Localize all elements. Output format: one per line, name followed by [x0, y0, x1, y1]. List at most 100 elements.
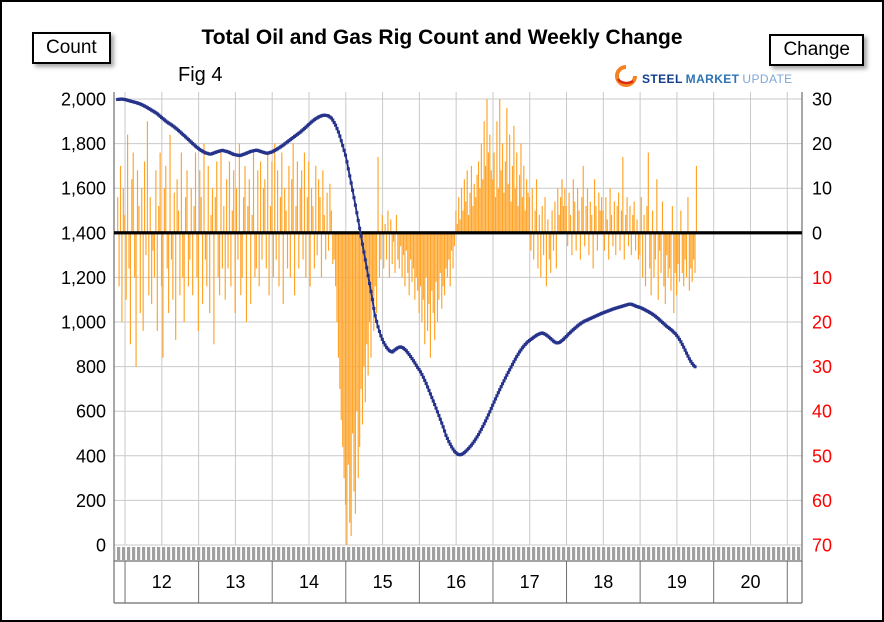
- weekly-change-bar: [337, 232, 340, 358]
- weekly-change-bar: [419, 232, 422, 287]
- weekly-change-bar: [572, 179, 574, 233]
- weekly-change-bar: [575, 232, 577, 251]
- rig-count-marker: [420, 372, 424, 377]
- weekly-change-bar: [295, 206, 297, 233]
- weekly-change-bar: [267, 152, 269, 233]
- rig-count-marker: [362, 250, 366, 254]
- weekly-change-bar: [639, 232, 641, 256]
- weekly-change-bar: [121, 232, 123, 322]
- rig-count-marker: [424, 381, 428, 386]
- weekly-change-bar: [146, 121, 148, 233]
- weekly-change-bar: [445, 232, 447, 269]
- weekly-change-bar: [131, 179, 133, 233]
- weekly-change-bar: [432, 232, 434, 314]
- weekly-change-bar: [455, 210, 457, 233]
- weekly-change-bar: [390, 219, 392, 233]
- weekly-change-bar: [429, 232, 431, 358]
- weekly-change-bar: [145, 232, 147, 256]
- weekly-change-bar: [579, 232, 581, 260]
- weekly-change-bar: [448, 232, 450, 260]
- weekly-change-bar: [216, 161, 218, 233]
- weekly-change-bar: [555, 232, 557, 269]
- weekly-change-bar: [449, 232, 451, 287]
- weekly-change-bar: [552, 232, 555, 251]
- rig-count-marker: [414, 363, 418, 367]
- weekly-change-bar: [531, 188, 533, 233]
- rig-count-marker: [341, 143, 345, 148]
- weekly-change-bar: [158, 206, 160, 233]
- weekly-change-bar: [118, 232, 120, 287]
- weekly-change-bar: [296, 161, 298, 233]
- weekly-change-bar: [560, 197, 562, 233]
- weekly-change-bar: [530, 232, 532, 251]
- rig-count-marker: [331, 118, 335, 122]
- weekly-change-bar: [647, 152, 649, 233]
- weekly-change-bar: [627, 232, 630, 247]
- weekly-change-bar: [521, 197, 523, 233]
- weekly-change-bar: [200, 197, 202, 233]
- rig-count-marker: [440, 421, 444, 425]
- weekly-change-bar: [462, 210, 464, 233]
- weekly-change-bar: [350, 232, 352, 537]
- weekly-change-bar: [632, 214, 634, 233]
- weekly-change-bar: [501, 143, 504, 233]
- weekly-change-bar: [545, 232, 548, 287]
- weekly-change-bar: [442, 232, 444, 287]
- weekly-change-bar: [414, 232, 416, 300]
- rig-count-marker: [501, 382, 505, 386]
- rig-count-marker: [508, 368, 512, 372]
- weekly-change-bar: [356, 232, 358, 412]
- weekly-change-bar: [138, 206, 140, 233]
- rig-count-marker: [384, 345, 389, 349]
- weekly-change-bar: [588, 232, 590, 256]
- weekly-change-bar: [646, 206, 648, 233]
- right-axis-tick-label: 0: [812, 223, 822, 243]
- weekly-change-bar: [169, 134, 171, 233]
- weekly-change-bar: [680, 210, 682, 233]
- weekly-change-bar: [685, 232, 688, 278]
- weekly-change-bar: [568, 192, 570, 233]
- rig-count-marker: [516, 352, 520, 356]
- weekly-change-bar: [659, 232, 661, 251]
- weekly-change-bar: [166, 232, 168, 269]
- weekly-change-bar: [363, 232, 365, 367]
- weekly-change-bar: [548, 232, 550, 260]
- weekly-change-bar: [434, 232, 436, 340]
- weekly-change-bar: [332, 232, 334, 265]
- rig-count-marker: [509, 365, 513, 369]
- logo-word-market: MARKET: [685, 71, 740, 86]
- rig-count-marker: [478, 430, 482, 434]
- weekly-change-bar: [562, 206, 564, 233]
- rig-count-marker: [365, 266, 369, 270]
- weekly-change-bar: [653, 232, 655, 278]
- weekly-change-bar: [395, 214, 398, 233]
- rig-count-marker: [445, 436, 449, 440]
- rig-count-marker: [366, 274, 370, 278]
- weekly-change-bar: [272, 232, 274, 278]
- rig-count-marker: [369, 289, 373, 294]
- rig-count-marker: [336, 130, 340, 134]
- rig-count-marker: [450, 445, 454, 449]
- weekly-change-bar: [286, 232, 289, 269]
- weekly-change-bar: [204, 232, 206, 260]
- rig-count-marker: [329, 116, 333, 120]
- rig-count-marker: [679, 340, 683, 344]
- weekly-change-bar: [346, 232, 348, 546]
- weekly-change-bar: [642, 232, 644, 278]
- weekly-change-bar: [197, 232, 199, 331]
- weekly-change-bar: [393, 232, 395, 242]
- weekly-change-bar: [582, 165, 584, 233]
- weekly-change-bar: [234, 232, 236, 314]
- weekly-change-bar: [483, 121, 485, 233]
- weekly-change-bar: [567, 232, 569, 247]
- weekly-change-bar: [274, 143, 276, 233]
- rig-count-marker: [495, 394, 499, 398]
- weekly-change-bar: [569, 214, 572, 233]
- weekly-change-bar: [241, 232, 243, 278]
- rig-count-marker: [468, 445, 472, 449]
- weekly-change-bar: [595, 206, 597, 233]
- weekly-change-bar: [361, 232, 364, 425]
- weekly-change-bar: [353, 232, 355, 492]
- weekly-change-bar: [209, 232, 211, 314]
